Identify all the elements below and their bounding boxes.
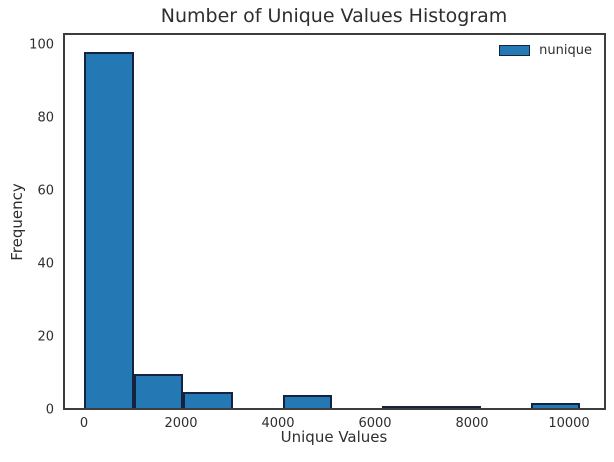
y-tick-label: 20 — [37, 329, 54, 345]
histogram-bar — [381, 406, 432, 411]
histogram-bar — [84, 52, 134, 410]
x-tick-label: 10000 — [548, 416, 590, 431]
y-tick-label: 100 — [29, 37, 54, 53]
chart-title: Number of Unique Values Histogram — [160, 5, 508, 27]
x-tick-label: 8000 — [455, 416, 489, 431]
legend-label: nunique — [539, 43, 592, 58]
x-tick-label: 0 — [79, 416, 89, 431]
y-tick-label: 0 — [45, 402, 54, 418]
x-axis-label: Unique Values — [280, 428, 388, 446]
histogram-bar — [530, 402, 581, 410]
y-tick-label: 40 — [37, 256, 54, 272]
y-tick-label: 60 — [37, 183, 54, 199]
x-tick-label: 4000 — [261, 416, 295, 431]
y-tick-label: 80 — [37, 110, 54, 126]
legend-swatch-icon — [499, 45, 531, 56]
y-axis-label: Frequency — [8, 183, 26, 261]
histogram-bar — [133, 373, 184, 410]
histogram-bar — [282, 395, 333, 410]
legend: nunique — [499, 43, 592, 58]
x-tick-label: 6000 — [358, 416, 392, 431]
plot-area: 0 2000 4000 6000 8000 10000 0 20 40 60 80 100 nuni… — [29, 33, 606, 431]
histogram-bar — [431, 406, 481, 411]
x-tick-label: 2000 — [164, 416, 198, 431]
axes-spines — [63, 33, 606, 410]
histogram-bar — [183, 391, 233, 410]
